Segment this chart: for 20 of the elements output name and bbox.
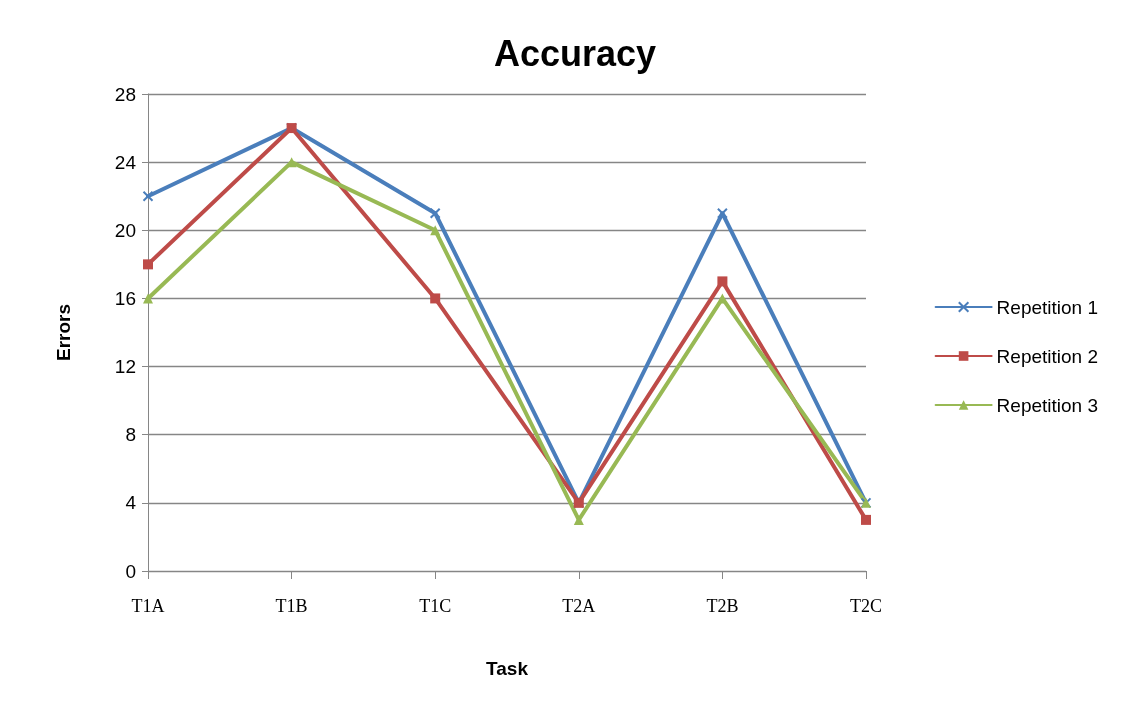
legend-label: Repetition 2: [996, 345, 1098, 367]
y-tick-label: 4: [125, 492, 137, 514]
legend-label: Repetition 3: [996, 394, 1098, 416]
x-tick-label: T1A: [131, 596, 165, 616]
x-tick-label: T1C: [419, 596, 452, 616]
y-tick-label: 20: [114, 219, 136, 241]
y-tick-label: 8: [125, 424, 136, 446]
y-tick-label: 24: [114, 151, 137, 173]
chart-title: Accuracy: [493, 32, 657, 74]
y-tick-label: 12: [114, 356, 136, 378]
legend-label: Repetition 1: [996, 296, 1098, 318]
x-axis-title: Task: [486, 658, 529, 679]
y-axis-title: Errors: [53, 303, 74, 362]
y-tick-label: 16: [114, 287, 136, 309]
y-tick-label: 28: [114, 83, 136, 105]
x-tick-label: T2A: [562, 596, 596, 616]
x-tick-label: T2C: [849, 596, 883, 616]
x-tick-label: T2B: [706, 596, 739, 616]
y-tick-label: 0: [125, 560, 136, 582]
x-tick-label: T1B: [275, 596, 308, 616]
